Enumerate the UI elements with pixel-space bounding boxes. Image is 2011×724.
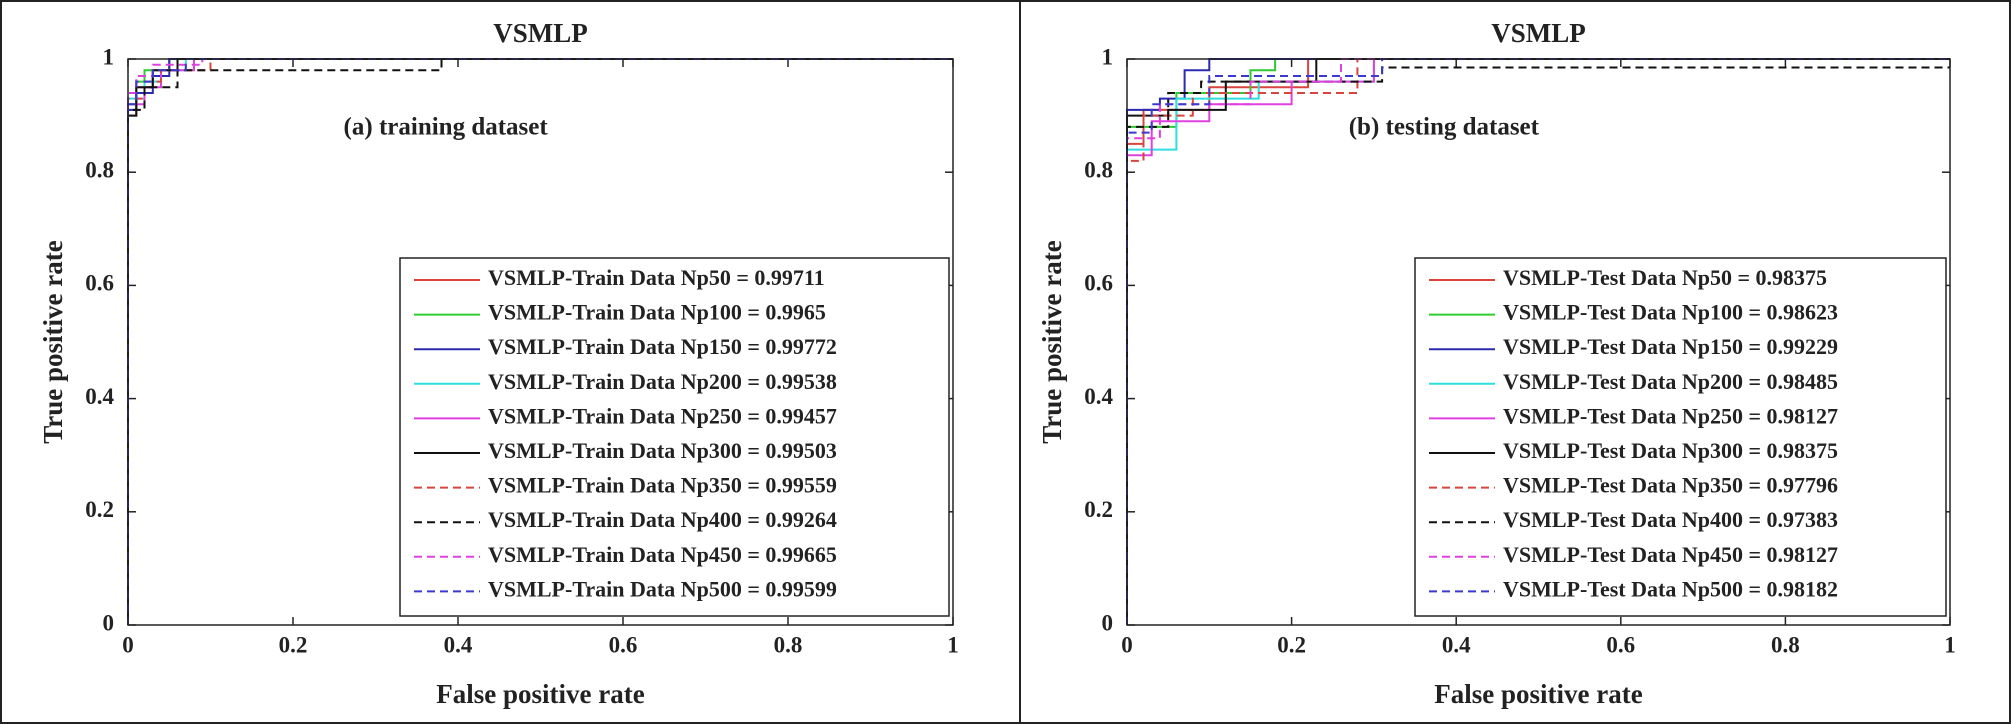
legend-label: VSMLP-Train Data Np50 = 0.99711 bbox=[488, 265, 825, 290]
y-tick-label: 0.6 bbox=[85, 271, 114, 296]
legend-label: VSMLP-Train Data Np150 = 0.99772 bbox=[488, 334, 837, 359]
y-tick-label: 0.4 bbox=[1084, 384, 1113, 409]
legend-label: VSMLP-Test Data Np250 = 0.98127 bbox=[1503, 403, 1838, 428]
roc-curve bbox=[1126, 58, 1950, 625]
legend-label: VSMLP-Train Data Np400 = 0.99264 bbox=[488, 507, 837, 532]
legend-box bbox=[1414, 257, 1947, 617]
chart-title: VSMLP bbox=[1491, 18, 1586, 48]
legend-label: VSMLP-Test Data Np150 = 0.99229 bbox=[1503, 334, 1838, 359]
roc-curve bbox=[1126, 58, 1950, 625]
roc-curve bbox=[127, 58, 953, 625]
y-tick-label: 0 bbox=[1102, 610, 1114, 635]
y-axis-label: True positive rate bbox=[1037, 240, 1067, 443]
x-tick-label: 0.6 bbox=[1606, 632, 1635, 657]
plot-frame bbox=[127, 58, 954, 626]
y-axis-label: True positive rate bbox=[38, 240, 68, 443]
legend-label: VSMLP-Train Data Np250 = 0.99457 bbox=[488, 403, 837, 428]
legend-label: VSMLP-Train Data Np500 = 0.99599 bbox=[488, 576, 837, 601]
roc-curve bbox=[127, 58, 953, 625]
legend-label: VSMLP-Train Data Np300 = 0.99503 bbox=[488, 438, 837, 463]
x-tick-label: 0.4 bbox=[1442, 632, 1471, 657]
y-tick-label: 0.2 bbox=[1084, 497, 1113, 522]
x-tick-label: 0.2 bbox=[279, 632, 308, 657]
annotation: (b) testing dataset bbox=[1349, 114, 1540, 141]
x-tick-label: 0 bbox=[1121, 632, 1133, 657]
legend-label: VSMLP-Test Data Np350 = 0.97796 bbox=[1503, 473, 1838, 498]
legend-label: VSMLP-Test Data Np200 = 0.98485 bbox=[1503, 369, 1838, 394]
x-tick-label: 0.6 bbox=[609, 632, 638, 657]
roc-curve bbox=[127, 58, 953, 625]
x-tick-label: 0.8 bbox=[774, 632, 803, 657]
x-axis-label: False positive rate bbox=[436, 679, 644, 709]
plot-frame bbox=[1126, 58, 1951, 626]
x-tick-label: 0 bbox=[122, 632, 134, 657]
x-tick-label: 0.8 bbox=[1771, 632, 1800, 657]
y-tick-label: 1 bbox=[103, 44, 115, 69]
roc-curve bbox=[1126, 58, 1950, 625]
x-tick-label: 0.4 bbox=[444, 632, 473, 657]
roc-curve bbox=[1126, 58, 1950, 625]
legend-label: VSMLP-Train Data Np450 = 0.99665 bbox=[488, 542, 837, 567]
legend-label: VSMLP-Test Data Np300 = 0.98375 bbox=[1503, 438, 1838, 463]
x-tick-label: 1 bbox=[1944, 632, 1956, 657]
y-tick-label: 0.6 bbox=[1084, 271, 1113, 296]
y-tick-label: 0.8 bbox=[85, 157, 114, 182]
legend-label: VSMLP-Test Data Np400 = 0.97383 bbox=[1503, 507, 1838, 532]
legend-label: VSMLP-Test Data Np500 = 0.98182 bbox=[1503, 576, 1838, 601]
y-tick-label: 0.4 bbox=[85, 384, 114, 409]
legend-label: VSMLP-Test Data Np100 = 0.98623 bbox=[1503, 300, 1838, 325]
legend-label: VSMLP-Train Data Np200 = 0.99538 bbox=[488, 369, 837, 394]
legend-box bbox=[399, 257, 950, 617]
y-tick-label: 0.2 bbox=[85, 497, 114, 522]
chart-title: VSMLP bbox=[493, 18, 588, 48]
x-tick-label: 0.2 bbox=[1277, 632, 1306, 657]
x-axis-label: False positive rate bbox=[1434, 679, 1642, 709]
x-tick-label: 1 bbox=[947, 632, 959, 657]
y-tick-label: 0 bbox=[103, 610, 115, 635]
y-tick-label: 0.8 bbox=[1084, 157, 1113, 182]
annotation: (a) training dataset bbox=[344, 114, 549, 141]
legend-label: VSMLP-Train Data Np350 = 0.99559 bbox=[488, 473, 837, 498]
legend-label: VSMLP-Train Data Np100 = 0.9965 bbox=[488, 300, 826, 325]
y-tick-label: 1 bbox=[1102, 44, 1114, 69]
legend-label: VSMLP-Test Data Np50 = 0.98375 bbox=[1503, 265, 1827, 290]
legend-label: VSMLP-Test Data Np450 = 0.98127 bbox=[1503, 542, 1838, 567]
